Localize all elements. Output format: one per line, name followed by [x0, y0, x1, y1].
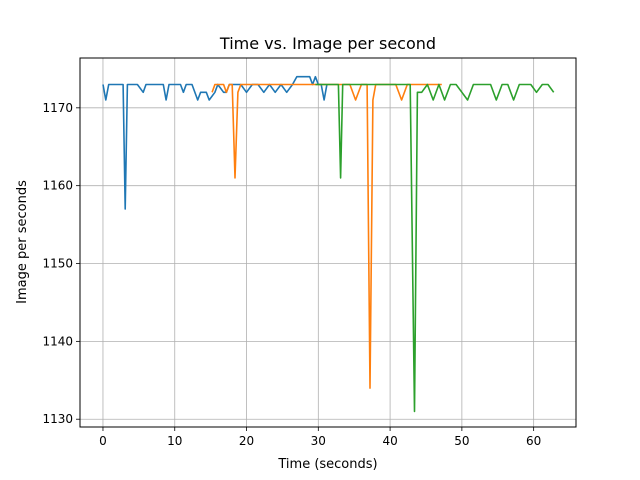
x-tick-label: 30	[311, 434, 326, 448]
plot-frame	[79, 57, 577, 428]
grid	[80, 58, 576, 427]
x-axis-ticks: 0 10 20 30 40 50 60	[99, 427, 541, 448]
y-axis-ticks: 1130 1140 1150 1160 1170	[42, 101, 80, 426]
series-line-3	[315, 83, 555, 413]
x-tick-label: 0	[99, 434, 107, 448]
y-tick-label: 1170	[42, 101, 73, 115]
x-tick-label: 50	[454, 434, 469, 448]
x-tick-label: 60	[526, 434, 541, 448]
chart-title: Time vs. Image per second	[219, 34, 436, 53]
series-lines	[102, 75, 555, 413]
series-line-1	[102, 75, 328, 210]
x-axis-label: Time (seconds)	[277, 457, 377, 472]
y-tick-label: 1140	[42, 334, 73, 348]
y-tick-label: 1150	[42, 257, 73, 271]
y-tick-label: 1160	[42, 179, 73, 193]
x-tick-label: 20	[239, 434, 254, 448]
y-tick-label: 1130	[42, 412, 73, 426]
y-axis-label: Image per seconds	[15, 180, 30, 304]
x-tick-label: 40	[382, 434, 397, 448]
x-tick-label: 10	[167, 434, 182, 448]
